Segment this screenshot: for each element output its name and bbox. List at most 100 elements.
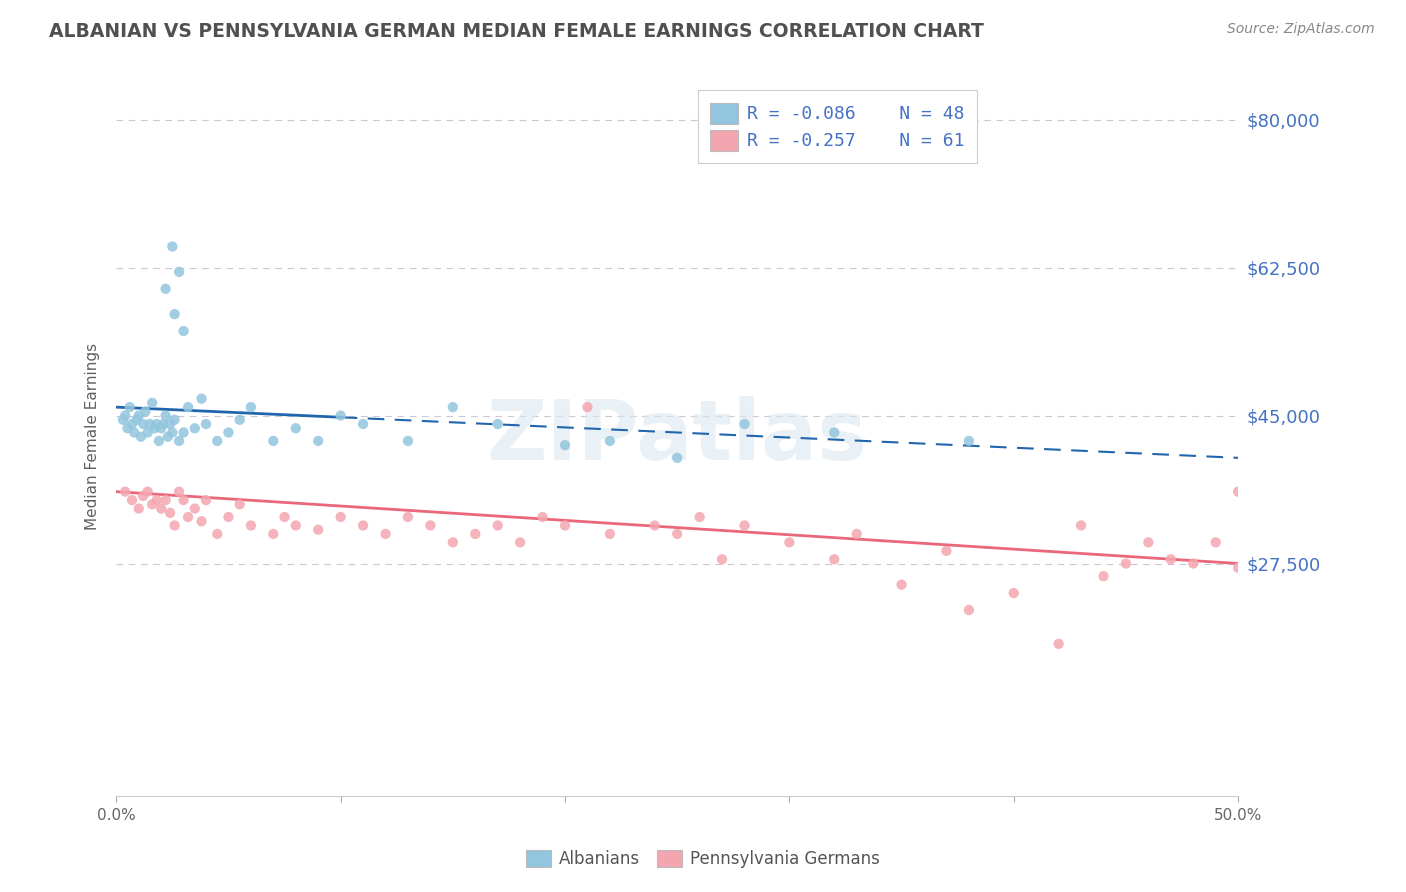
Point <box>239 400 262 414</box>
Point <box>957 434 980 448</box>
Point <box>155 409 177 423</box>
Point <box>217 425 239 440</box>
Point <box>134 404 156 418</box>
Point <box>307 523 329 537</box>
Point <box>167 265 190 279</box>
Point <box>486 417 509 431</box>
Point <box>1002 586 1025 600</box>
Point <box>132 417 155 431</box>
Point <box>156 430 179 444</box>
Point <box>374 527 396 541</box>
Point <box>150 421 173 435</box>
Point <box>167 434 190 448</box>
Point <box>464 527 486 541</box>
Point <box>136 484 159 499</box>
Point <box>145 417 167 431</box>
Point <box>118 400 141 414</box>
Point <box>352 417 374 431</box>
Point <box>1137 535 1160 549</box>
Point <box>689 510 711 524</box>
Point <box>136 425 159 440</box>
Point <box>141 396 163 410</box>
Point <box>284 518 307 533</box>
Point <box>711 552 734 566</box>
Point <box>150 501 173 516</box>
Point <box>162 239 184 253</box>
Point <box>1227 484 1250 499</box>
Text: ALBANIAN VS PENNSYLVANIA GERMAN MEDIAN FEMALE EARNINGS CORRELATION CHART: ALBANIAN VS PENNSYLVANIA GERMAN MEDIAN F… <box>49 22 984 41</box>
Point <box>734 417 756 431</box>
Point <box>509 535 531 549</box>
Point <box>195 417 218 431</box>
Point <box>329 409 352 423</box>
Point <box>163 307 186 321</box>
Point <box>1160 552 1182 566</box>
Point <box>173 493 195 508</box>
Point <box>114 409 136 423</box>
Text: ZIPatlas: ZIPatlas <box>486 396 868 477</box>
Point <box>143 421 166 435</box>
Point <box>1227 560 1250 574</box>
Point <box>117 421 139 435</box>
Point <box>122 425 145 440</box>
Point <box>262 527 284 541</box>
Point <box>554 518 576 533</box>
Point <box>531 510 554 524</box>
Point <box>141 497 163 511</box>
Point <box>190 514 212 528</box>
Point <box>823 425 845 440</box>
Point <box>1070 518 1092 533</box>
Point <box>734 518 756 533</box>
Point <box>352 518 374 533</box>
Point <box>184 501 207 516</box>
Point <box>128 409 150 423</box>
Point <box>125 413 148 427</box>
Point <box>128 501 150 516</box>
Point <box>262 434 284 448</box>
Point <box>217 510 239 524</box>
Point <box>152 417 174 431</box>
Point <box>155 493 177 508</box>
Point <box>441 535 464 549</box>
Point <box>159 506 181 520</box>
Point <box>163 413 186 427</box>
Point <box>778 535 800 549</box>
Point <box>1092 569 1115 583</box>
Point <box>957 603 980 617</box>
Point <box>1047 637 1070 651</box>
Point <box>129 430 152 444</box>
Point <box>177 400 200 414</box>
Point <box>890 577 912 591</box>
Point <box>284 421 307 435</box>
Point <box>576 400 599 414</box>
Point <box>177 510 200 524</box>
Point <box>145 493 167 508</box>
Point <box>195 493 218 508</box>
Point <box>207 527 229 541</box>
Point <box>162 425 184 440</box>
Point <box>111 413 134 427</box>
Point <box>666 527 689 541</box>
Point <box>184 421 207 435</box>
Point <box>396 510 419 524</box>
Point <box>114 484 136 499</box>
Point <box>190 392 212 406</box>
Point <box>228 497 250 511</box>
Point <box>935 544 957 558</box>
Point <box>1239 552 1261 566</box>
Point <box>239 518 262 533</box>
Point <box>486 518 509 533</box>
Point <box>228 413 250 427</box>
Legend: R = -0.086    N = 48, R = -0.257    N = 61: R = -0.086 N = 48, R = -0.257 N = 61 <box>697 90 977 163</box>
Point <box>121 417 143 431</box>
Point <box>329 510 352 524</box>
Point <box>1205 535 1227 549</box>
Point <box>121 493 143 508</box>
Point <box>666 450 689 465</box>
Legend: Albanians, Pennsylvania Germans: Albanians, Pennsylvania Germans <box>519 843 887 875</box>
Point <box>1182 557 1205 571</box>
Y-axis label: Median Female Earnings: Median Female Earnings <box>86 343 100 530</box>
Point <box>599 527 621 541</box>
Point <box>148 434 170 448</box>
Point <box>307 434 329 448</box>
